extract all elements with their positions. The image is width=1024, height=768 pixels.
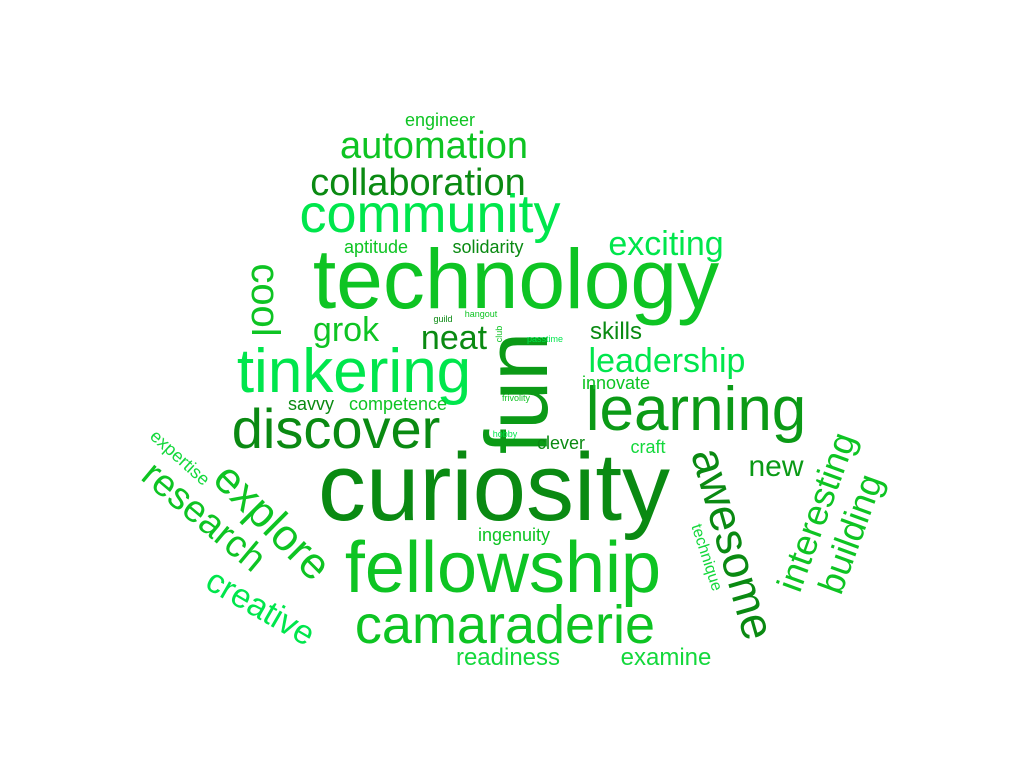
word-fellowship: fellowship xyxy=(345,528,661,608)
word-aptitude: aptitude xyxy=(344,237,408,257)
word-engineer: engineer xyxy=(405,110,475,130)
word-innovate: innovate xyxy=(582,373,650,393)
word-savvy: savvy xyxy=(288,394,334,414)
word-camaraderie: camaraderie xyxy=(355,595,655,655)
word-automation: automation xyxy=(340,125,528,167)
word-technology: technology xyxy=(313,232,719,326)
word-readiness: readiness xyxy=(456,644,560,671)
word-new: new xyxy=(748,450,803,483)
word-ingenuity: ingenuity xyxy=(478,525,550,545)
word-hangout: hangout xyxy=(465,309,498,319)
word-hobby: hobby xyxy=(493,429,518,439)
word-frivolity: frivolity xyxy=(502,393,531,403)
word-passtime: passtime xyxy=(527,334,563,344)
word-clever: clever xyxy=(537,433,585,453)
word-leadership: leadership xyxy=(589,342,746,380)
word-learning: learning xyxy=(586,375,807,444)
word-club: club xyxy=(494,326,504,343)
word-community: community xyxy=(299,184,560,244)
word-collaboration: collaboration xyxy=(310,162,525,204)
word-grok: grok xyxy=(313,311,380,349)
word-skills: skills xyxy=(590,318,642,345)
word-solidarity: solidarity xyxy=(452,237,523,257)
word-neat: neat xyxy=(421,319,488,357)
word-competence: competence xyxy=(349,394,447,414)
word-curiosity: curiosity xyxy=(318,434,670,541)
word-guild: guild xyxy=(433,314,452,324)
word-tinkering: tinkering xyxy=(237,337,471,406)
word-exciting: exciting xyxy=(608,225,723,263)
word-cool: cool xyxy=(243,263,287,336)
word-examine: examine xyxy=(621,644,712,671)
word-discover: discover xyxy=(232,397,441,460)
word-craft: craft xyxy=(630,437,665,457)
word-fun: fun xyxy=(467,332,566,454)
